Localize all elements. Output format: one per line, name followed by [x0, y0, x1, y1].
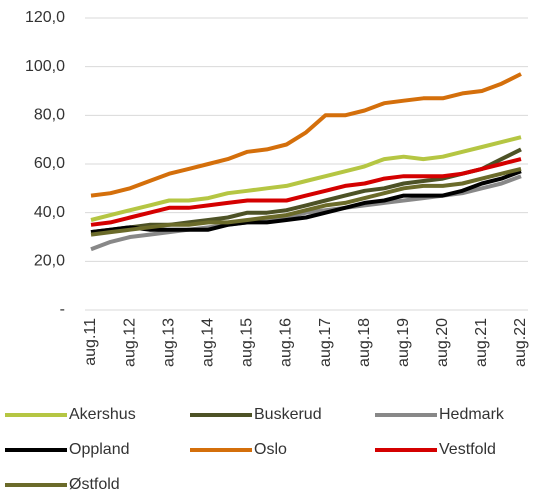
x-tick-label: aug.19	[395, 318, 412, 367]
legend-label: Oslo	[254, 441, 287, 458]
legend-label: Vestfold	[439, 441, 496, 458]
y-tick-label: 60,0	[34, 155, 65, 172]
series-line	[90, 135, 522, 222]
y-tick-label: 100,0	[25, 58, 65, 75]
x-tick-label: aug.14	[199, 318, 216, 367]
x-tick-label: aug.18	[356, 318, 373, 367]
x-tick-label: aug.15	[239, 318, 256, 367]
y-tick-label: 40,0	[34, 204, 65, 221]
legend-label: Buskerud	[254, 406, 322, 423]
y-tick-label: 80,0	[34, 107, 65, 124]
series-line	[90, 166, 522, 237]
x-tick-label: aug.17	[317, 318, 334, 367]
x-tick-label: aug.22	[512, 318, 529, 367]
x-tick-label: aug.13	[160, 318, 177, 367]
x-tick-label: aug.21	[473, 318, 490, 367]
x-tick-label: aug.11	[82, 318, 99, 366]
y-tick-label: 120,0	[25, 9, 65, 26]
legend-label: Oppland	[69, 441, 130, 458]
y-tick-label: -	[60, 301, 65, 318]
series-line	[90, 157, 522, 227]
legend-label: Hedmark	[439, 406, 505, 423]
legend-label: Østfold	[69, 476, 120, 493]
legend-label: Akershus	[69, 406, 136, 423]
y-tick-label: 20,0	[34, 253, 65, 270]
x-tick-label: aug.16	[278, 318, 295, 367]
series-line	[90, 72, 522, 198]
x-tick-label: aug.12	[121, 318, 138, 367]
x-tick-label: aug.20	[434, 318, 451, 367]
series-line	[90, 169, 522, 235]
